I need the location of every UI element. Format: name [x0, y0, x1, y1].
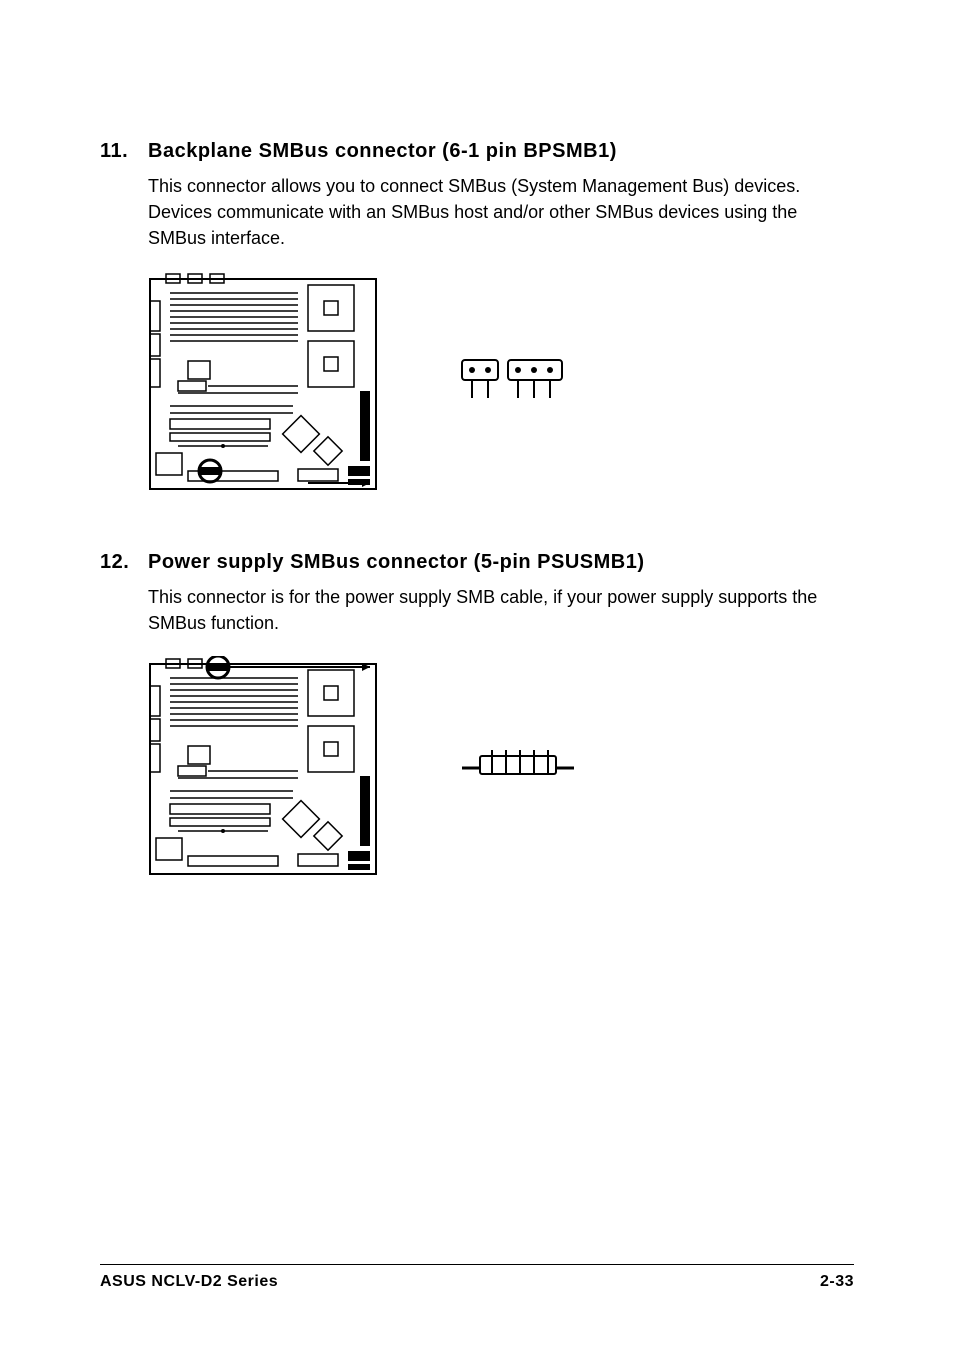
section-title: Power supply SMBus connector (5-pin PSUS… — [148, 551, 645, 574]
diagram-row — [148, 271, 854, 491]
diagram-row — [148, 656, 854, 876]
section-number: 12. — [100, 551, 148, 574]
page-footer: ASUS NCLV-D2 Series 2-33 — [100, 1264, 854, 1291]
section-12: 12. Power supply SMBus connector (5-pin … — [100, 551, 854, 876]
section-body: This connector is for the power supply S… — [148, 584, 854, 636]
section-heading: 12. Power supply SMBus connector (5-pin … — [100, 551, 854, 574]
section-11: 11. Backplane SMBus connector (6-1 pin B… — [100, 140, 854, 491]
motherboard-diagram — [148, 271, 378, 491]
section-body: This connector allows you to connect SMB… — [148, 173, 854, 251]
motherboard-diagram — [148, 656, 378, 876]
section-title: Backplane SMBus connector (6-1 pin BPSMB… — [148, 140, 617, 163]
section-heading: 11. Backplane SMBus connector (6-1 pin B… — [100, 140, 854, 163]
connector-pinout-diagram — [458, 746, 578, 786]
footer-left: ASUS NCLV-D2 Series — [100, 1273, 278, 1291]
section-number: 11. — [100, 140, 148, 163]
connector-pinout-diagram — [458, 356, 578, 406]
footer-right: 2-33 — [820, 1273, 854, 1291]
